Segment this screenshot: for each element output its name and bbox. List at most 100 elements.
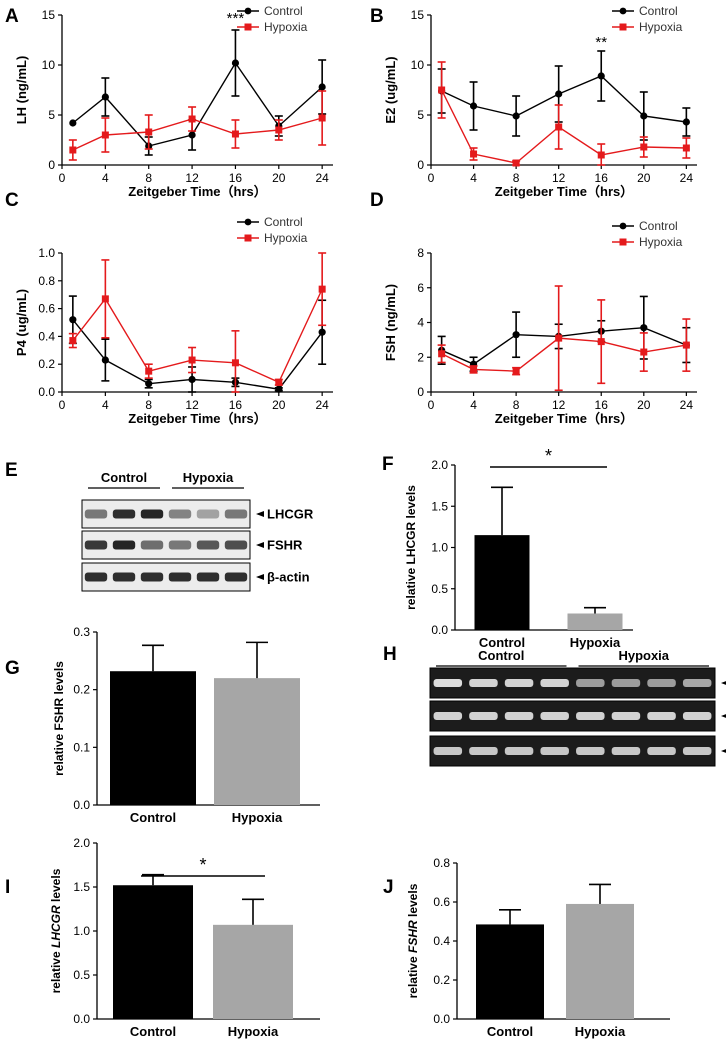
- chart-b: 0 5 10 15 0 4 8 12 16 20 24 Zeitgeber Time（hrs） E2 (…: [383, 4, 697, 199]
- x-tick-label: 0: [428, 398, 435, 412]
- point-hypoxia: [275, 378, 283, 386]
- point-control: [469, 102, 478, 110]
- band: [168, 572, 192, 582]
- band: [112, 572, 136, 582]
- x-tick-label: 16: [595, 398, 609, 412]
- band: [682, 747, 712, 755]
- significance-mark: *: [545, 446, 552, 466]
- x-tick-label: 4: [470, 398, 477, 412]
- point-hypoxia: [145, 367, 153, 375]
- group-label-control: Control: [101, 470, 147, 485]
- point-control: [640, 112, 648, 120]
- legend: Control Hypoxia: [612, 4, 683, 34]
- point-hypoxia: [512, 159, 520, 167]
- band: [433, 679, 463, 687]
- point-control: [512, 331, 520, 339]
- y-tick-label: 15: [42, 8, 56, 22]
- legend-label-hypoxia: Hypoxia: [639, 235, 683, 249]
- y-tick-label: 1.0: [38, 246, 55, 260]
- point-control: [597, 72, 605, 80]
- category-label: Hypoxia: [232, 810, 283, 825]
- point-control: [231, 59, 240, 67]
- band: [682, 712, 712, 720]
- y-axis-label-part: relative: [49, 948, 63, 993]
- legend: Control Hypoxia: [237, 215, 308, 245]
- x-tick-label: 8: [145, 171, 152, 185]
- panel-label-g: G: [5, 658, 20, 679]
- x-tick-label: 12: [185, 171, 199, 185]
- bar-hypoxia: [213, 924, 293, 1019]
- blot-row-label: β-actin: [267, 570, 310, 585]
- x-tick-label: 0: [428, 171, 435, 185]
- bar-control: [110, 671, 196, 805]
- point-hypoxia: [640, 348, 648, 356]
- bar-hypoxia: [214, 678, 300, 805]
- series-line-control: [441, 75, 687, 123]
- y-tick-label: 0.8: [433, 856, 450, 870]
- category-label: Control: [130, 1024, 176, 1039]
- y-tick-label: 0.8: [38, 274, 55, 288]
- band: [504, 712, 534, 720]
- point-control: [101, 356, 109, 364]
- band: [576, 679, 605, 687]
- band: [168, 540, 192, 550]
- band: [112, 509, 136, 519]
- y-tick-label: 0.5: [431, 582, 448, 596]
- band: [469, 747, 498, 755]
- band: [84, 572, 108, 582]
- point-hypoxia: [101, 131, 109, 139]
- band: [611, 712, 641, 720]
- point-control: [682, 118, 690, 126]
- y-tick-label: 10: [411, 58, 425, 72]
- x-tick-label: 12: [185, 398, 199, 412]
- blot-strip: [81, 499, 251, 529]
- series-line-control: [441, 327, 687, 365]
- panel-label-c: C: [5, 190, 19, 211]
- chart-a: 0 5 10 15 0 4 8 12 16 20 24 Zeitgeber Time（hrs） LH (…: [14, 4, 333, 199]
- point-control: [69, 119, 77, 127]
- y-tick-label: 5: [48, 108, 55, 122]
- x-tick-label: 12: [552, 171, 566, 185]
- series-line-control: [72, 319, 323, 390]
- y-tick-label: 1.0: [73, 924, 90, 938]
- legend-label-control: Control: [639, 4, 678, 18]
- band: [647, 747, 676, 755]
- point-control: [318, 328, 326, 336]
- y-tick-label: 15: [411, 8, 425, 22]
- point-hypoxia: [275, 126, 283, 134]
- band: [168, 509, 192, 519]
- point-control: [275, 385, 283, 393]
- group-label-control: Control: [478, 648, 524, 663]
- x-tick-label: 0: [59, 171, 66, 185]
- y-axis-label: E2 (ug/mL): [383, 56, 398, 123]
- panel-label-f: F: [382, 454, 394, 475]
- category-label: Hypoxia: [570, 635, 621, 650]
- point-hypoxia: [470, 365, 478, 373]
- band: [112, 540, 136, 550]
- point-control: [145, 380, 153, 388]
- arrow-icon: [721, 681, 726, 685]
- legend-marker-control: [244, 7, 252, 15]
- category-label: Control: [487, 1024, 533, 1039]
- chart-c: 0.0 0.2 0.4 0.6 0.8 1.0 0 4 8 12 16 20 24 Zeitgeber T…: [14, 215, 333, 426]
- y-tick-label: 0.2: [73, 683, 90, 697]
- bar-control: [476, 924, 544, 1019]
- arrow-icon: [256, 511, 264, 517]
- band: [140, 572, 164, 582]
- point-control: [188, 131, 196, 139]
- x-tick-label: 0: [59, 398, 66, 412]
- legend-label-control: Control: [264, 4, 303, 18]
- legend-label-control: Control: [264, 215, 303, 229]
- x-axis-label: Zeitgeber Time（hrs）: [495, 184, 633, 199]
- y-tick-label: 0.6: [433, 895, 450, 909]
- band: [540, 747, 569, 755]
- x-tick-label: 4: [102, 398, 109, 412]
- point-hypoxia: [101, 295, 109, 303]
- blot-row-label: LHCGR: [267, 507, 314, 522]
- y-tick-label: 0: [417, 158, 424, 172]
- band: [611, 679, 641, 687]
- y-axis-label-part: relative: [406, 953, 420, 998]
- point-control: [69, 316, 77, 324]
- significance-mark: **: [595, 34, 607, 51]
